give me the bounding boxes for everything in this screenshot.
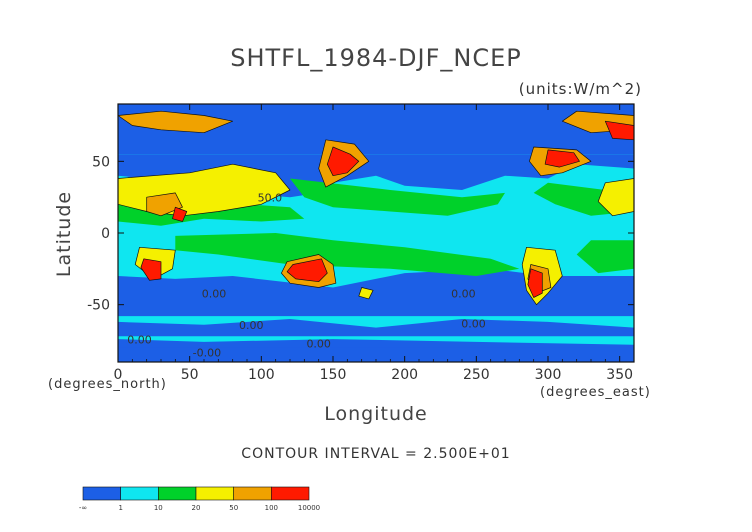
colorbar-label: -∞ xyxy=(79,504,87,512)
x-axis-label: Longitude xyxy=(324,403,428,425)
units-label: (units:W/m^2) xyxy=(518,80,642,98)
contour-label: 0.00 xyxy=(202,288,227,301)
y-axis-unit: (degrees_north) xyxy=(48,377,167,392)
arctic-orange xyxy=(118,110,234,134)
sahara-west xyxy=(597,178,634,217)
south-atlantic-green xyxy=(576,240,634,274)
x-tick-label: 250 xyxy=(463,367,490,383)
x-tick-label: 50 xyxy=(181,367,199,383)
colorbar-swatch xyxy=(158,486,197,501)
y-tick-label: 50 xyxy=(92,154,110,170)
x-tick-label: 0 xyxy=(114,367,123,383)
colorbar: -∞ 1 10 20 50 100 10000 xyxy=(79,486,320,512)
colorbar-swatch xyxy=(233,486,272,501)
contour-label: 0.00 xyxy=(451,288,476,301)
contour-label: 0.00 xyxy=(461,318,486,331)
x-tick-label: 300 xyxy=(535,367,562,383)
antarctic-cyan-strip xyxy=(118,336,634,345)
somalia-red xyxy=(172,206,188,222)
contour-label: 0.00 xyxy=(306,338,331,351)
contour-label: 0.00 xyxy=(239,319,264,332)
colorbar-label: 20 xyxy=(192,504,201,512)
colorbar-label: 100 xyxy=(265,504,278,512)
gulf-stream-red xyxy=(544,149,580,168)
x-tick-label: 150 xyxy=(320,367,347,383)
contour-label: 50.0 xyxy=(258,192,283,205)
red-sea-orange xyxy=(146,192,183,217)
south-indian-pacific-green xyxy=(175,233,520,276)
colorbar-swatch xyxy=(120,486,159,501)
north-pacific-green xyxy=(290,178,505,216)
south-america-red xyxy=(527,268,543,298)
contour-interval: CONTOUR INTERVAL = 2.500E+01 xyxy=(241,446,511,462)
southern-cyan-strip xyxy=(118,316,634,328)
y-tick-label: -50 xyxy=(87,298,110,314)
africa-red xyxy=(140,258,162,281)
colorbar-label: 10 xyxy=(154,504,163,512)
x-axis-ticks: 0 50 100 150 200 250 300 350 xyxy=(114,104,633,383)
australia-red xyxy=(286,258,328,283)
x-tick-label: 100 xyxy=(248,367,275,383)
x-axis-unit: (degrees_east) xyxy=(540,385,651,400)
y-axis-ticks: -50 0 50 xyxy=(87,154,634,314)
colorbar-swatch xyxy=(195,486,234,501)
contour-label: 0.00 xyxy=(127,333,152,346)
colorbar-label: 10000 xyxy=(298,504,320,512)
new-zealand xyxy=(358,287,374,300)
x-tick-label: 350 xyxy=(606,367,633,383)
antarctica-band xyxy=(118,347,634,362)
y-tick-label: 0 xyxy=(101,226,110,242)
colorbar-label: 1 xyxy=(118,504,122,512)
y-axis-label: Latitude xyxy=(53,190,75,278)
colorbar-label: 50 xyxy=(229,504,238,512)
chart-title: SHTFL_1984-DJF_NCEP xyxy=(230,44,522,72)
southern-ocean-blue xyxy=(118,268,634,288)
kuroshio-red xyxy=(326,146,360,177)
heatmap-field xyxy=(118,104,634,362)
colorbar-swatch xyxy=(271,486,310,501)
contour-label: -0.00 xyxy=(193,346,221,359)
contour-labels: 50.0 0.00 0.00 0.00 0.00 0.00 -0.00 0.00 xyxy=(127,192,486,360)
x-tick-label: 200 xyxy=(391,367,418,383)
greenland-red xyxy=(604,120,634,141)
colorbar-swatch xyxy=(82,486,121,501)
